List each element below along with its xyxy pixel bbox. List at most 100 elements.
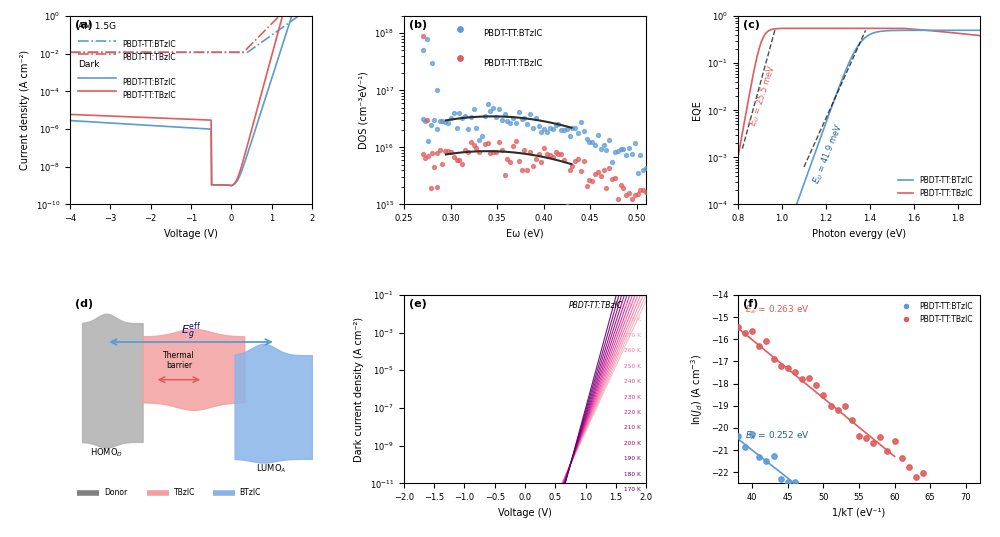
Point xyxy=(542,124,558,132)
Point xyxy=(610,194,626,203)
Point xyxy=(590,168,606,176)
Point xyxy=(514,165,530,174)
Point xyxy=(851,432,867,440)
Text: PBDT-TT:BTzIC: PBDT-TT:BTzIC xyxy=(122,40,176,49)
Point xyxy=(607,174,623,183)
Text: 190 K: 190 K xyxy=(624,456,640,461)
X-axis label: Voltage (V): Voltage (V) xyxy=(498,507,552,518)
Point xyxy=(477,112,493,120)
Point xyxy=(525,124,541,133)
Text: HOMO$_D$: HOMO$_D$ xyxy=(90,446,123,459)
Point xyxy=(474,132,490,141)
Point xyxy=(426,163,442,171)
Point xyxy=(485,104,501,112)
Legend: PBDT-TT:BTzIC, PBDT-TT:TBzIC: PBDT-TT:BTzIC, PBDT-TT:TBzIC xyxy=(895,299,976,326)
Point xyxy=(601,136,617,144)
Point xyxy=(424,59,440,68)
Text: 230 K: 230 K xyxy=(624,395,641,400)
Point xyxy=(624,149,640,158)
Point xyxy=(615,184,631,193)
Point xyxy=(556,156,572,164)
Point xyxy=(638,164,654,172)
Point xyxy=(823,503,839,512)
Point xyxy=(519,120,535,128)
Point xyxy=(598,146,614,154)
X-axis label: 1/kT (eV⁻¹): 1/kT (eV⁻¹) xyxy=(832,507,886,518)
Point xyxy=(794,374,810,383)
Text: $E_a$ = 0.252 eV: $E_a$ = 0.252 eV xyxy=(745,430,810,442)
Point xyxy=(598,184,614,192)
Point xyxy=(879,447,895,455)
Point xyxy=(744,326,760,335)
Point xyxy=(443,147,459,156)
Point xyxy=(528,114,544,122)
Point xyxy=(851,517,867,526)
Point xyxy=(522,148,538,157)
Point xyxy=(502,119,518,128)
Text: 250 K: 250 K xyxy=(624,364,641,368)
Point xyxy=(766,452,782,461)
Point xyxy=(858,433,874,442)
Point xyxy=(516,146,532,155)
Point xyxy=(420,136,436,145)
X-axis label: Photon evergy (eV): Photon evergy (eV) xyxy=(812,229,906,239)
Point xyxy=(615,145,631,154)
Point xyxy=(491,105,507,114)
Point xyxy=(415,114,431,123)
Point xyxy=(419,116,435,125)
Point xyxy=(497,171,513,180)
Point xyxy=(429,86,445,95)
Point xyxy=(737,329,753,337)
Text: 220 K: 220 K xyxy=(624,410,641,415)
Text: BTzIC: BTzIC xyxy=(239,488,261,497)
Text: PBDT-TT:BTzIC: PBDT-TT:BTzIC xyxy=(122,78,176,87)
Point xyxy=(584,137,600,146)
Point xyxy=(516,114,532,122)
Text: (d): (d) xyxy=(75,299,93,309)
Text: AM 1.5G: AM 1.5G xyxy=(78,22,116,31)
Point xyxy=(508,136,524,145)
Point xyxy=(624,194,640,203)
Point xyxy=(564,162,580,170)
Point xyxy=(630,169,646,177)
Point xyxy=(567,157,583,166)
Text: PBDT-TT:BTzIC: PBDT-TT:BTzIC xyxy=(483,29,542,38)
Point xyxy=(562,165,578,174)
Point xyxy=(737,442,753,451)
Point xyxy=(466,140,482,149)
Point xyxy=(808,497,824,506)
Point xyxy=(474,224,490,233)
Point xyxy=(437,118,453,126)
Point xyxy=(922,483,938,491)
Point xyxy=(613,180,629,189)
Y-axis label: DOS (cm⁻³eV⁻¹): DOS (cm⁻³eV⁻¹) xyxy=(359,71,369,149)
Point xyxy=(596,165,612,174)
Point xyxy=(559,125,575,133)
Point xyxy=(730,322,746,331)
Point xyxy=(471,148,487,157)
Point xyxy=(443,113,459,122)
Point xyxy=(801,374,817,382)
Point xyxy=(429,183,445,192)
Point xyxy=(454,113,470,122)
Point xyxy=(494,146,510,155)
Point xyxy=(908,473,924,481)
Point xyxy=(449,124,465,133)
Point xyxy=(471,136,487,144)
Point xyxy=(635,165,651,174)
Point xyxy=(451,108,467,117)
Point xyxy=(570,155,586,163)
Point xyxy=(477,140,493,148)
Point xyxy=(844,416,860,424)
Text: (f): (f) xyxy=(743,299,758,309)
Point xyxy=(539,150,555,158)
Point xyxy=(944,499,960,507)
Point xyxy=(454,160,470,169)
Point xyxy=(581,137,597,146)
Point xyxy=(627,139,643,148)
Point xyxy=(894,454,910,462)
X-axis label: Voltage (V): Voltage (V) xyxy=(164,229,218,239)
Text: PBDT-TT:TBzIC: PBDT-TT:TBzIC xyxy=(483,59,542,68)
Point xyxy=(929,492,945,501)
Point xyxy=(837,523,853,532)
